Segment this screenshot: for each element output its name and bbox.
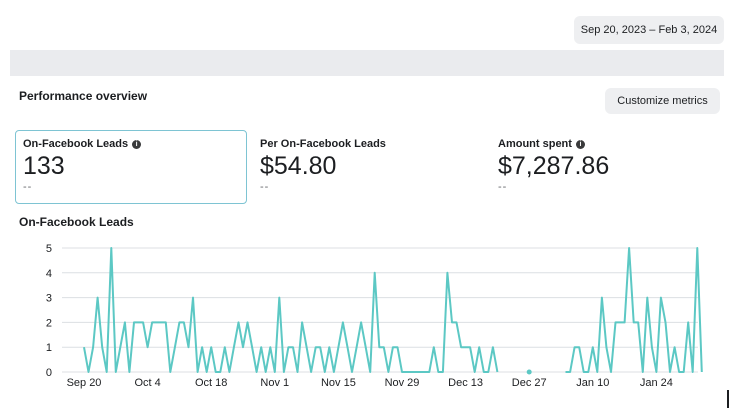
metric-label-text: Per On-Facebook Leads <box>260 138 386 150</box>
metric-compare: -- <box>23 181 33 193</box>
y-tick-label: 1 <box>46 342 52 354</box>
x-tick-label: Dec 27 <box>512 377 547 389</box>
series-line <box>83 247 499 373</box>
chart-title: On-Facebook Leads <box>19 215 134 229</box>
metric-compare: -- <box>498 181 508 193</box>
metric-label-text: On-Facebook Leads <box>23 138 129 150</box>
metric-label-text: Amount spent <box>498 138 572 150</box>
metric-value: 133 <box>23 152 65 180</box>
customize-metrics-button[interactable]: Customize metrics <box>605 88 720 114</box>
metric-value: $54.80 <box>260 152 337 180</box>
metric-label: On-Facebook Leads i <box>23 138 246 150</box>
x-tick-label: Jan 10 <box>576 377 609 389</box>
x-tick-label: Jan 24 <box>640 377 673 389</box>
date-range-button[interactable]: Sep 20, 2023 – Feb 3, 2024 <box>574 16 724 44</box>
metric-card-amount-spent[interactable]: Amount spent i $7,287.86 -- <box>491 130 723 204</box>
y-tick-label: 2 <box>46 317 52 329</box>
metric-value: $7,287.86 <box>498 152 610 180</box>
x-tick-label: Oct 18 <box>195 377 227 389</box>
x-tick-label: Nov 1 <box>260 377 289 389</box>
info-icon[interactable]: i <box>575 139 585 149</box>
text-cursor <box>727 390 729 408</box>
leads-line-chart: 0 1 2 3 4 5 Sep 20 Oct 4 Oct 18 Nov 1 Nov 15 Nov 29… <box>46 243 703 389</box>
series-line <box>565 247 703 373</box>
x-tick-label: Dec 13 <box>448 377 483 389</box>
metric-card-leads[interactable]: On-Facebook Leads i 133 -- <box>15 130 247 204</box>
metric-label: Per On-Facebook Leads <box>260 138 485 150</box>
y-tick-label: 5 <box>46 243 52 255</box>
filter-bar <box>10 50 724 76</box>
y-tick-label: 4 <box>46 268 52 280</box>
x-tick-label: Nov 29 <box>385 377 420 389</box>
x-tick-label: Nov 15 <box>321 377 356 389</box>
metric-card-cost-per-lead[interactable]: Per On-Facebook Leads $54.80 -- <box>253 130 485 204</box>
x-tick-label: Sep 20 <box>67 377 102 389</box>
data-point <box>526 369 532 375</box>
x-tick-label: Oct 4 <box>134 377 160 389</box>
y-tick-label: 3 <box>46 293 52 305</box>
y-tick-label: 0 <box>46 367 52 379</box>
info-icon[interactable]: i <box>132 139 142 149</box>
metric-label: Amount spent i <box>498 138 723 150</box>
section-title: Performance overview <box>19 89 148 103</box>
metric-compare: -- <box>260 181 270 193</box>
